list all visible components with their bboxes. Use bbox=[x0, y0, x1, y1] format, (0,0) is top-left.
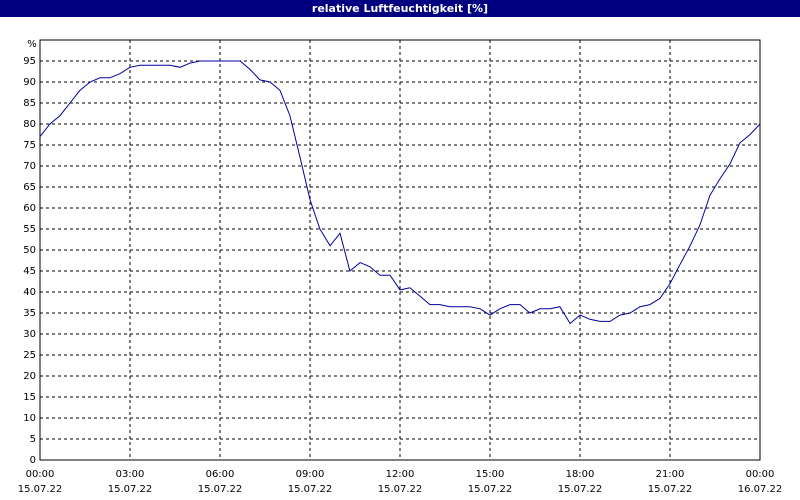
x-tick-date: 16.07.22 bbox=[738, 484, 783, 495]
y-tick-label: 25 bbox=[23, 350, 36, 361]
y-tick-label: 10 bbox=[23, 413, 36, 424]
x-tick-date: 15.07.22 bbox=[558, 484, 603, 495]
x-tick-label: 18:00 bbox=[566, 469, 595, 480]
x-tick-date: 15.07.22 bbox=[648, 484, 693, 495]
x-tick-label: 03:00 bbox=[116, 469, 145, 480]
y-tick-label: 90 bbox=[23, 77, 36, 88]
y-tick-label: 95 bbox=[23, 56, 36, 67]
y-axis-label: % bbox=[27, 39, 37, 50]
x-tick-date: 15.07.22 bbox=[378, 484, 423, 495]
x-tick-date: 15.07.22 bbox=[288, 484, 333, 495]
y-tick-label: 85 bbox=[23, 98, 36, 109]
x-tick-date: 15.07.22 bbox=[468, 484, 513, 495]
title-bar bbox=[0, 0, 800, 17]
y-tick-label: 65 bbox=[23, 182, 36, 193]
x-tick-date: 15.07.22 bbox=[108, 484, 153, 495]
plot-frame bbox=[39, 39, 761, 461]
y-tick-label: 40 bbox=[23, 287, 36, 298]
x-tick-label: 00:00 bbox=[746, 469, 775, 480]
y-tick-label: 75 bbox=[23, 140, 36, 151]
y-tick-label: 20 bbox=[23, 371, 36, 382]
y-tick-label: 60 bbox=[23, 203, 36, 214]
y-tick-label: 80 bbox=[23, 119, 36, 130]
y-tick-label: 35 bbox=[23, 308, 36, 319]
x-tick-label: 06:00 bbox=[206, 469, 235, 480]
y-tick-label: 30 bbox=[23, 329, 36, 340]
y-tick-label: 45 bbox=[23, 266, 36, 277]
x-tick-date: 15.07.22 bbox=[18, 484, 63, 495]
x-tick-date: 15.07.22 bbox=[198, 484, 243, 495]
x-tick-label: 12:00 bbox=[386, 469, 415, 480]
line-series bbox=[39, 60, 761, 325]
y-tick-label: 15 bbox=[23, 392, 36, 403]
x-tick-label: 15:00 bbox=[476, 469, 505, 480]
y-tick-label: 70 bbox=[23, 161, 36, 172]
x-tick-label: 00:00 bbox=[26, 469, 55, 480]
y-tick-label: 55 bbox=[23, 224, 36, 235]
chart-title: relative Luftfeuchtigkeit [%] bbox=[312, 2, 488, 15]
y-tick-label: 5 bbox=[30, 434, 36, 445]
y-tick-label: 50 bbox=[23, 245, 36, 256]
x-tick-label: 21:00 bbox=[656, 469, 685, 480]
y-tick-label: 0 bbox=[30, 455, 36, 466]
x-tick-label: 09:00 bbox=[296, 469, 325, 480]
